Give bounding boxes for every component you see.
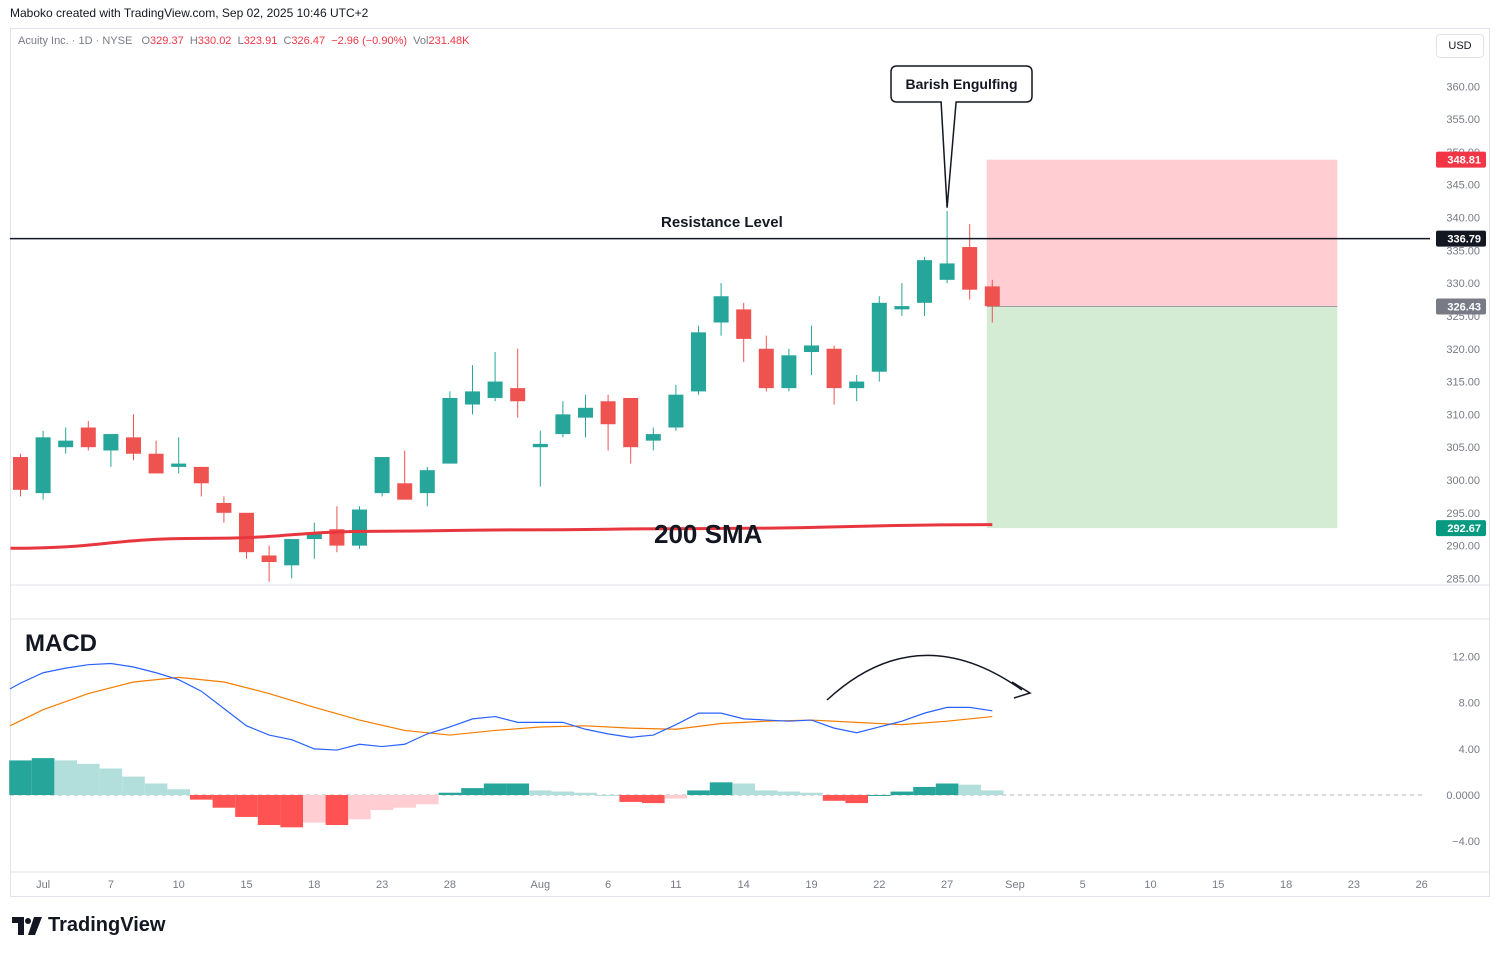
open-value: 329.37: [150, 35, 184, 47]
high-value: 330.02: [197, 35, 232, 47]
low-label: L: [237, 35, 244, 47]
symbol-label[interactable]: Acuity Inc. · 1D · NYSE: [18, 35, 133, 47]
low-value: 323.91: [243, 35, 278, 47]
tradingview-brand: TradingView: [48, 914, 166, 936]
high-label: H: [189, 35, 198, 47]
created-by-caption: Maboko created with TradingView.com, Sep…: [10, 6, 369, 20]
change-value: −2.96 (−0.90%): [331, 35, 408, 47]
close-label: C: [283, 35, 292, 47]
volume-value: 231.48K: [428, 35, 470, 47]
open-label: O: [141, 35, 151, 47]
close-value: 326.47: [291, 35, 326, 47]
tradingview-logo[interactable]: TradingView: [12, 914, 165, 937]
volume-label: Vol: [413, 35, 429, 47]
chart-frame: [10, 28, 1490, 897]
tradingview-logo-icon: [12, 916, 42, 935]
currency-button[interactable]: USD: [1436, 34, 1484, 58]
ohlc-legend: Acuity Inc. · 1D · NYSE O329.37 H330.02 …: [18, 35, 469, 47]
